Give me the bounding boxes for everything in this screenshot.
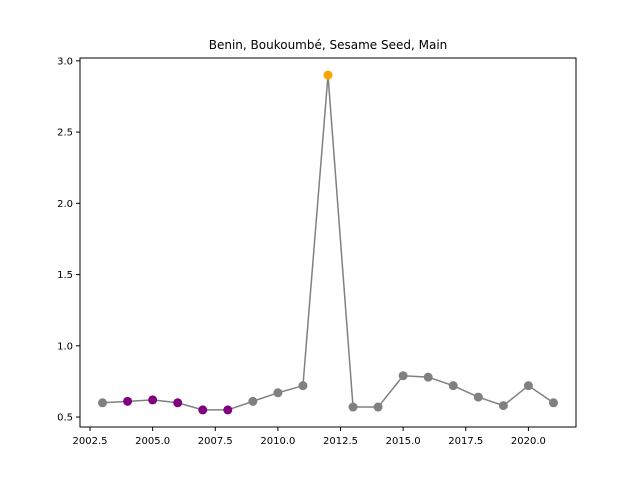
data-point bbox=[248, 396, 258, 406]
data-point bbox=[323, 70, 333, 80]
data-point bbox=[273, 388, 283, 398]
data-point bbox=[123, 396, 133, 406]
data-point bbox=[198, 405, 208, 415]
y-tick-label: 1.5 bbox=[57, 270, 73, 281]
series-markers bbox=[98, 70, 558, 415]
x-tick-label: 2010.0 bbox=[260, 436, 295, 447]
y-axis-ticks: 0.5 1.0 1.5 2.0 2.5 3.0 bbox=[57, 56, 80, 424]
data-point bbox=[548, 398, 558, 408]
y-tick-label: 1.0 bbox=[57, 341, 73, 352]
chart-title: Benin, Boukoumbé, Sesame Seed, Main bbox=[209, 38, 448, 52]
y-tick-label: 0.5 bbox=[57, 413, 73, 424]
y-tick-label: 2.5 bbox=[57, 128, 73, 139]
data-point bbox=[423, 372, 433, 382]
data-point bbox=[223, 405, 233, 415]
data-point bbox=[348, 402, 358, 412]
y-tick-label: 2.0 bbox=[57, 199, 73, 210]
x-tick-label: 2015.0 bbox=[386, 436, 421, 447]
data-point bbox=[448, 381, 458, 391]
x-tick-label: 2020.0 bbox=[511, 436, 546, 447]
x-axis-ticks: 2002.5 2005.0 2007.5 2010.0 2012.5 2015.0 2017… bbox=[73, 427, 546, 447]
data-point bbox=[173, 398, 183, 408]
data-point bbox=[373, 402, 383, 412]
data-point bbox=[398, 371, 408, 381]
y-tick-label: 3.0 bbox=[57, 56, 73, 67]
data-point bbox=[523, 381, 533, 391]
data-point bbox=[298, 381, 308, 391]
data-point bbox=[473, 392, 483, 402]
data-point bbox=[148, 395, 158, 405]
x-tick-label: 2007.5 bbox=[198, 436, 233, 447]
data-point bbox=[498, 401, 508, 411]
x-tick-label: 2005.0 bbox=[135, 436, 170, 447]
data-point bbox=[98, 398, 108, 408]
plot-frame bbox=[79, 57, 577, 428]
x-tick-label: 2017.5 bbox=[448, 436, 483, 447]
x-tick-label: 2012.5 bbox=[323, 436, 358, 447]
x-tick-label: 2002.5 bbox=[73, 436, 108, 447]
